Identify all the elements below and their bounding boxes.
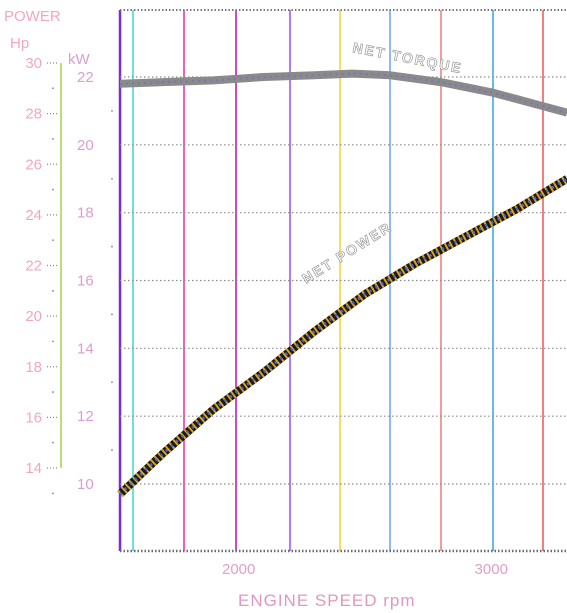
hp-minor-tick <box>52 492 54 495</box>
hp-minor-tick <box>52 441 54 444</box>
hp-tick-label: 18 <box>25 359 42 376</box>
hp-minor-tick <box>52 391 54 393</box>
net-power-curve <box>117 175 567 498</box>
net-torque-curve-texture <box>119 72 567 114</box>
kw-minor-tick <box>111 110 113 112</box>
x-tick-label: 2000 <box>222 561 255 578</box>
y-axis-unit-kw: kW <box>68 51 91 68</box>
kw-tick-label: 18 <box>77 205 94 222</box>
kw-tick-label: 14 <box>77 340 94 357</box>
y-axis-heading: POWER <box>4 8 61 25</box>
kw-tick-label: 10 <box>77 476 94 493</box>
axes <box>60 9 567 553</box>
net-power-curve-texture <box>117 175 567 498</box>
hp-minor-tick <box>52 340 54 343</box>
kw-minor-tick <box>111 245 113 248</box>
y-axis-unit-hp: Hp <box>10 35 29 52</box>
hp-tick-label: 22 <box>25 258 42 275</box>
hp-minor-tick <box>52 188 54 191</box>
kw-tick-label: 12 <box>77 408 94 425</box>
net-power-curve-texture <box>118 177 567 496</box>
hp-minor-tick <box>52 289 54 292</box>
kw-minor-tick <box>111 177 113 180</box>
kw-minor-tick <box>111 381 113 384</box>
x-tick-label: 3000 <box>475 561 508 578</box>
hp-tick-label: 26 <box>25 156 42 173</box>
kw-tick-label: 16 <box>77 273 94 290</box>
kw-minor-tick <box>111 449 113 451</box>
hp-tick-label: 30 <box>25 55 42 72</box>
axis-labels: POWER Hp kW ENGINE SPEED rpm <box>4 8 416 610</box>
horizontal-grid-lines <box>120 76 567 485</box>
hp-tick-label: 16 <box>25 409 42 426</box>
kw-tick-label: 20 <box>77 137 94 154</box>
hp-minor-tick <box>52 87 54 90</box>
hp-tick-label: 28 <box>25 106 42 123</box>
hp-minor-tick <box>52 239 54 242</box>
hp-tick-label: 14 <box>25 460 42 477</box>
curves <box>117 69 567 498</box>
x-axis-title: ENGINE SPEED rpm <box>238 591 416 610</box>
kw-minor-tick <box>111 313 113 316</box>
hp-minor-tick <box>52 138 54 140</box>
hp-tick-label: 20 <box>25 308 42 325</box>
hp-tick-label: 24 <box>25 207 42 224</box>
kw-tick-label: 22 <box>77 69 94 86</box>
net-torque-curve <box>119 69 567 117</box>
series-label-net-power: NET POWER <box>299 219 395 287</box>
tick-labels: 30 28 26 24 22 20 18 16 14 22 20 18 16 14 12 10 2000 3000 <box>25 55 508 578</box>
